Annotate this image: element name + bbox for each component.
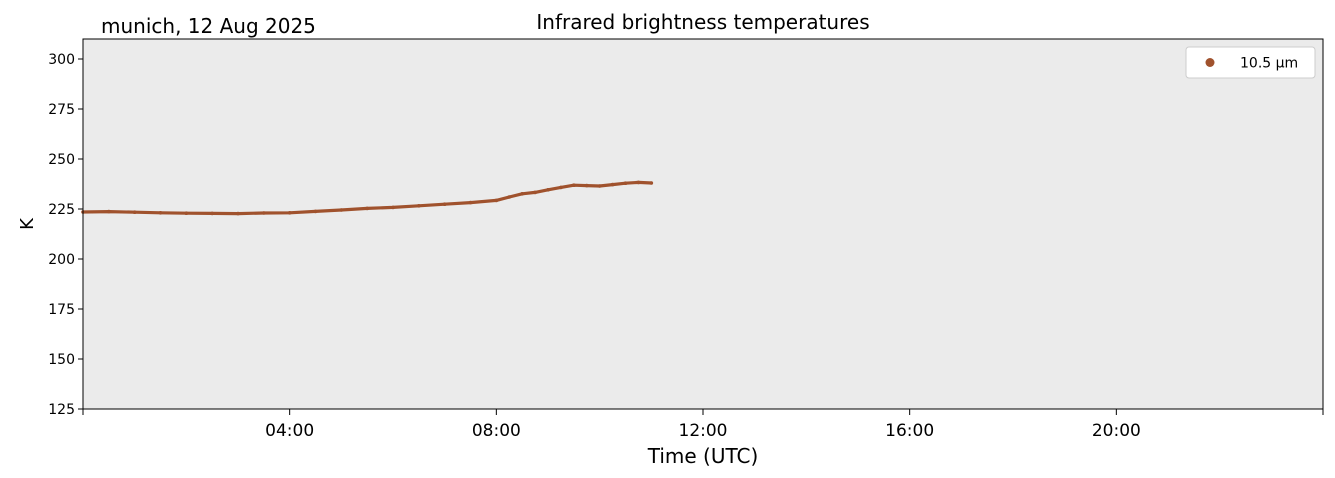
legend-marker: [1205, 58, 1215, 67]
y-tick-label-7: 300: [48, 52, 75, 68]
series-0-point-15: [468, 200, 473, 205]
x-tick-label-2: 12:00: [679, 421, 728, 441]
legend-label: 10.5 µm: [1240, 56, 1298, 72]
series-0-point-27: [636, 180, 641, 185]
x-axis: 04:00 08:00 12:00 16:00 20:00: [82, 409, 1324, 441]
series-0-point-7: [262, 211, 266, 215]
series-0-point-9: [313, 209, 318, 214]
y-tick-label-5: 250: [48, 152, 75, 168]
x-tick-label-4: 20:00: [1092, 421, 1141, 441]
y-tick-label-4: 225: [48, 202, 75, 218]
series-0-point-14: [442, 202, 447, 206]
series-0-point-25: [610, 182, 615, 187]
series-0-point-22: [572, 183, 576, 187]
chart-subtitle: munich, 12 Aug 2025: [101, 14, 316, 38]
chart-title: Infrared brightness temperatures: [536, 10, 869, 34]
series-0-point-18: [520, 192, 524, 196]
plot-area: [83, 39, 1323, 409]
series-0-point-8: [287, 211, 292, 215]
legend: 10.5 µm: [1185, 46, 1316, 79]
x-tick-label-1: 08:00: [472, 421, 521, 441]
data-series-layer: [81, 180, 654, 216]
series-0-point-10: [339, 208, 344, 212]
series-0-point-28: [649, 181, 654, 185]
series-0-point-26: [623, 181, 628, 185]
series-0-point-12: [391, 205, 395, 210]
series-0-point-1: [107, 209, 111, 214]
series-0-point-11: [365, 206, 369, 211]
series-0-point-6: [236, 211, 240, 216]
series-0-point-3: [158, 211, 163, 215]
y-tick-label-2: 175: [48, 302, 75, 318]
series-0-point-5: [210, 211, 214, 216]
y-tick-label-6: 275: [48, 102, 75, 118]
x-tick-label-3: 16:00: [885, 421, 934, 441]
series-0-point-20: [546, 188, 550, 192]
y-tick-label-1: 150: [48, 352, 75, 368]
y-axis-label: K: [17, 217, 38, 230]
y-tick-label-0: 125: [48, 402, 75, 418]
series-0-point-17: [507, 195, 512, 199]
series-0-point-13: [417, 204, 421, 208]
series-0-point-23: [584, 183, 589, 188]
x-tick-label-0: 04:00: [265, 421, 314, 441]
y-axis: 125 150 175 200 225 250 275 300: [48, 52, 83, 418]
y-tick-label-3: 200: [48, 252, 75, 268]
series-0-point-16: [494, 198, 499, 203]
series-0-point-19: [533, 190, 537, 195]
legend-box: [1185, 46, 1316, 79]
series-0-point-4: [184, 211, 189, 215]
series-0-point-2: [132, 210, 137, 214]
series-0-point-21: [559, 185, 563, 190]
x-axis-label: Time (UTC): [647, 444, 759, 468]
series-0-point-24: [597, 184, 602, 188]
